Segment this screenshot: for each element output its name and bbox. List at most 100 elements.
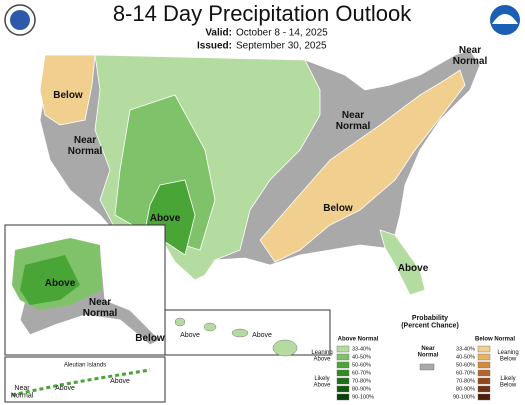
legend-near-title: Near Normal	[418, 346, 439, 359]
hawaii-label: Above	[252, 332, 272, 339]
legend-title: Probability (Percent Chance)	[401, 315, 459, 330]
legend-range: 80-90%	[456, 386, 475, 392]
legend-range: 90-100%	[453, 394, 475, 400]
legend-below-title: Below Normal	[475, 337, 515, 343]
legend-range: 50-60%	[456, 362, 475, 368]
region-label: Near Normal	[68, 135, 103, 157]
legend-swatch	[477, 393, 491, 401]
aleutian-title: Aleutian Islands	[64, 363, 106, 369]
aleutian-islands-shape	[11, 368, 151, 397]
label-line: Below	[500, 382, 517, 388]
region-label: Below	[53, 90, 83, 101]
alaska-label: Near Normal	[83, 297, 118, 319]
label-line: Below	[135, 333, 165, 344]
label-line: Normal	[453, 56, 488, 67]
label-line: Likely	[500, 376, 515, 382]
island	[203, 322, 217, 332]
legend-range: 80-90%	[352, 386, 371, 392]
legend-likely: Likely Above	[313, 376, 331, 389]
valid-label: Valid:	[205, 28, 232, 39]
island	[272, 339, 298, 357]
hawaii-label: Above	[180, 332, 200, 339]
legend-range: 60-70%	[456, 370, 475, 376]
legend-swatch	[336, 393, 350, 401]
label-line: Near	[421, 346, 435, 352]
title: 8-14 Day Precipitation Outlook	[113, 1, 412, 26]
legend-swatch	[477, 361, 491, 369]
legend-swatch	[336, 361, 350, 369]
legend-range: 40-50%	[352, 354, 371, 360]
labels: 8-14 Day Precipitation Outlook Valid: Octo…	[11, 1, 519, 401]
legend-range: 70-80%	[456, 378, 475, 384]
legend-range: 70-80%	[352, 378, 371, 384]
zone-below	[39, 54, 96, 126]
label-line: Above	[313, 382, 331, 388]
zone-above-fl	[379, 229, 426, 296]
label-line: Normal	[68, 146, 103, 157]
label-line: Normal	[83, 308, 118, 319]
region-label: Above	[150, 213, 181, 224]
label-line: Below	[500, 356, 517, 362]
legend-above-title: Above Normal	[338, 337, 379, 343]
region-label: Above	[398, 263, 429, 274]
legend-swatch	[336, 345, 350, 353]
label-line: Above	[110, 378, 130, 385]
doc-logo-inner	[10, 10, 30, 30]
legend-swatch	[477, 369, 491, 377]
label-line: Probability	[412, 315, 448, 322]
legend-swatch	[477, 385, 491, 393]
legend-range: 60-70%	[352, 370, 371, 376]
legend-range: 40-50%	[456, 354, 475, 360]
legend-swatch	[336, 385, 350, 393]
legend-swatch	[477, 345, 491, 353]
legend-range: 33-40%	[456, 346, 475, 352]
label-line: Normal	[11, 393, 34, 400]
label-line: Near	[459, 45, 481, 56]
aleutian-label: Near Normal	[11, 385, 34, 400]
aleutian-label: Above	[55, 385, 75, 392]
legend-swatch	[477, 377, 491, 385]
label-line: Above	[313, 356, 331, 362]
region-label: Below	[323, 203, 353, 214]
region-label: Near Normal	[336, 110, 371, 132]
label-line: Above	[150, 213, 181, 224]
label-line: (Percent Chance)	[401, 323, 459, 330]
legend-likely: Likely Below	[500, 376, 517, 389]
legend-swatch	[477, 353, 491, 361]
valid-dates: October 8 - 14, 2025	[236, 28, 328, 39]
label-line: Leaning	[497, 350, 518, 356]
label-line: Normal	[418, 352, 439, 358]
label-line: Near	[74, 135, 96, 146]
hawaii-islands	[174, 317, 298, 357]
alaska-label: Below	[135, 333, 165, 344]
label-line: Below	[323, 203, 353, 214]
label-line: Near	[342, 110, 364, 121]
legend-range: 33-40%	[352, 346, 371, 352]
conus	[39, 49, 481, 296]
zone-below-se	[259, 69, 466, 263]
island	[174, 317, 186, 327]
issued-date: September 30, 2025	[236, 41, 327, 52]
legend-swatch	[336, 353, 350, 361]
island	[231, 328, 249, 338]
label-line: Near	[14, 385, 30, 392]
region-label: Near Normal	[453, 45, 488, 67]
label-line: Likely	[314, 376, 329, 382]
legend-range: 50-60%	[352, 362, 371, 368]
label-line: Leaning	[311, 350, 332, 356]
label-line: Near	[89, 297, 111, 308]
aleutian-label: Above	[110, 378, 130, 385]
label-line: Normal	[336, 121, 371, 132]
label-line: Above	[45, 278, 76, 289]
label-line: Above	[180, 332, 200, 339]
issued-label: Issued:	[197, 41, 232, 52]
noaa-logo-bird	[492, 14, 518, 24]
legend-range: 90-100%	[352, 394, 374, 400]
label-line: Above	[55, 385, 75, 392]
label-line: Below	[53, 90, 83, 101]
legend-swatch	[336, 369, 350, 377]
legend-leaning: Leaning Above	[311, 350, 332, 363]
label-line: Above	[398, 263, 429, 274]
legend-swatch	[336, 377, 350, 385]
